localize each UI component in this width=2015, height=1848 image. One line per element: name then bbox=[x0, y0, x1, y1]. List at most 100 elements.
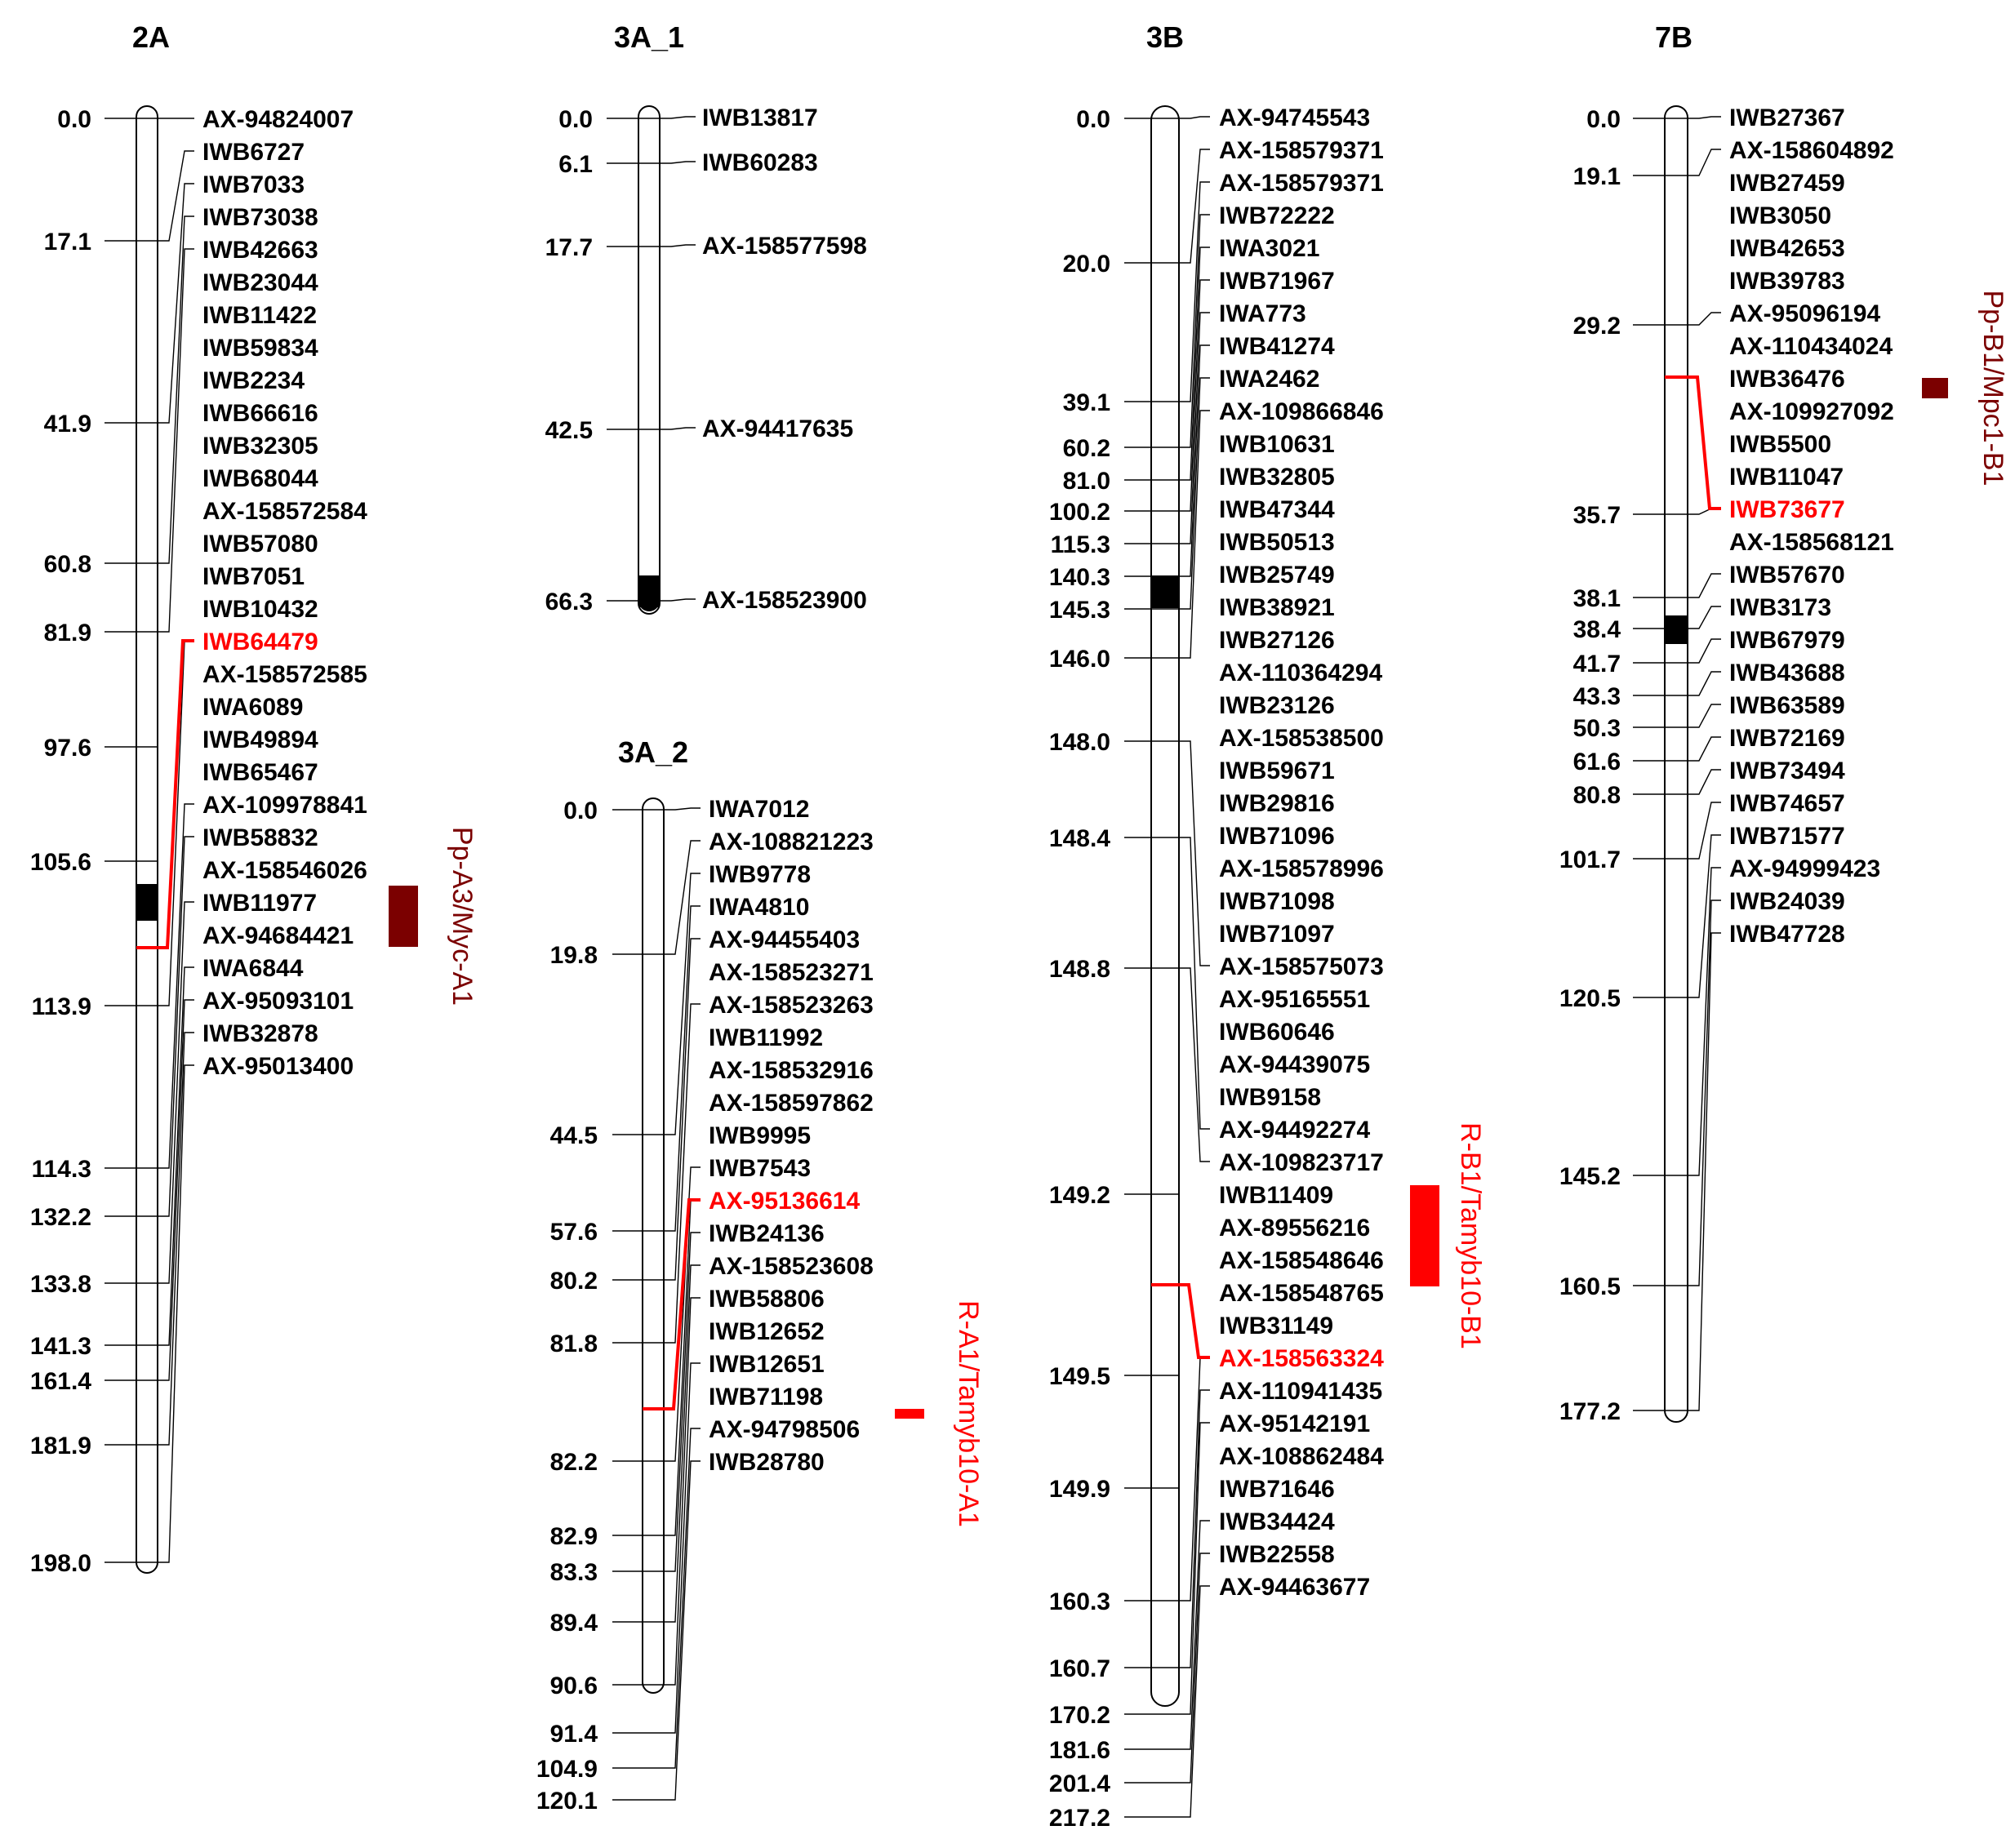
marker-label: AX-158538500 bbox=[1219, 725, 1384, 752]
marker-label: AX-158572584 bbox=[202, 498, 367, 525]
marker-label: AX-108821223 bbox=[709, 828, 874, 855]
marker-label: IWB29816 bbox=[1219, 790, 1335, 817]
position-label: 50.3 bbox=[1573, 715, 1621, 742]
marker-connector bbox=[1179, 1585, 1210, 1818]
marker-connector bbox=[660, 116, 696, 119]
position-label: 0.0 bbox=[1586, 106, 1621, 133]
marker-label: IWB71097 bbox=[1219, 921, 1335, 948]
marker-connector bbox=[1179, 247, 1210, 481]
position-label: 146.0 bbox=[1049, 646, 1110, 673]
marker-connector bbox=[1179, 837, 1210, 1130]
marker-label: IWB71098 bbox=[1219, 888, 1335, 915]
marker-connector bbox=[1179, 116, 1210, 119]
marker-label: AX-158578996 bbox=[1219, 855, 1384, 882]
position-label: 17.7 bbox=[545, 234, 593, 261]
centromere-band bbox=[1665, 615, 1688, 644]
marker-label: IWB22558 bbox=[1219, 1541, 1335, 1568]
position-label: 6.1 bbox=[558, 151, 593, 178]
marker-label: IWB13817 bbox=[702, 104, 818, 131]
marker-label: IWB25749 bbox=[1219, 562, 1335, 589]
marker-label: IWB71096 bbox=[1219, 823, 1335, 850]
marker-label: IWB36476 bbox=[1729, 366, 1845, 393]
marker-connector bbox=[660, 161, 696, 164]
marker-label: AX-89556216 bbox=[1219, 1215, 1370, 1242]
position-label: 41.7 bbox=[1573, 651, 1621, 677]
marker-label: AX-158548646 bbox=[1219, 1247, 1384, 1274]
qtl-bar bbox=[1922, 378, 1948, 398]
marker-label: AX-94684421 bbox=[202, 922, 354, 949]
marker-label: AX-158577598 bbox=[702, 233, 867, 260]
marker-connector bbox=[660, 598, 696, 602]
chromosome-bar bbox=[1664, 105, 1688, 1423]
position-label: 149.5 bbox=[1049, 1363, 1110, 1390]
marker-label: IWB65467 bbox=[202, 759, 318, 786]
marker-label: AX-95096194 bbox=[1729, 300, 1880, 327]
position-label: 198.0 bbox=[30, 1550, 91, 1577]
marker-connector bbox=[1179, 279, 1210, 512]
marker-label: AX-109823717 bbox=[1219, 1149, 1384, 1176]
marker-label: IWB42653 bbox=[1729, 235, 1845, 262]
qtl-label: R-B1/Tamyb10-B1 bbox=[1455, 1122, 1486, 1349]
marker-label: AX-110364294 bbox=[1219, 660, 1382, 686]
marker-label: IWB32805 bbox=[1219, 464, 1335, 491]
position-label: 149.2 bbox=[1049, 1182, 1110, 1209]
marker-label: IWB66616 bbox=[202, 400, 318, 427]
marker-connector bbox=[1688, 671, 1721, 696]
position-label: 113.9 bbox=[32, 993, 91, 1020]
chromosome-bar bbox=[638, 105, 661, 615]
marker-label: AX-94439075 bbox=[1219, 1051, 1370, 1078]
marker-label: IWB27126 bbox=[1219, 627, 1335, 654]
marker-label: IWB74657 bbox=[1729, 790, 1845, 817]
position-label: 60.2 bbox=[1063, 435, 1110, 462]
chromosome-bar bbox=[136, 105, 158, 1574]
position-label: 42.5 bbox=[545, 417, 593, 444]
marker-label: IWB68044 bbox=[202, 465, 318, 492]
chromosome-title: 3A_1 bbox=[614, 20, 684, 54]
marker-connector bbox=[1179, 214, 1210, 448]
position-label: 0.0 bbox=[558, 106, 593, 133]
position-label: 97.6 bbox=[44, 735, 91, 762]
marker-label: IWB39783 bbox=[1729, 268, 1845, 295]
marker-label: IWB11977 bbox=[202, 890, 317, 917]
position-label: 145.2 bbox=[1559, 1163, 1621, 1190]
marker-label: IWB59671 bbox=[1219, 757, 1335, 784]
marker-label: IWB3173 bbox=[1729, 594, 1831, 621]
marker-connector bbox=[664, 1199, 701, 1536]
marker-connector bbox=[1179, 344, 1210, 577]
marker-connector bbox=[158, 901, 194, 1284]
position-label: 149.9 bbox=[1049, 1476, 1110, 1503]
marker-label: AX-109927092 bbox=[1729, 398, 1894, 425]
position-label: 61.6 bbox=[1573, 749, 1621, 775]
marker-connector bbox=[664, 905, 701, 1232]
marker-label: AX-158548765 bbox=[1219, 1280, 1384, 1307]
marker-label: AX-158546026 bbox=[202, 857, 367, 884]
marker-label: AX-158523900 bbox=[702, 587, 867, 614]
marker-connector bbox=[1688, 834, 1721, 998]
position-label: 114.3 bbox=[32, 1156, 91, 1183]
marker-connector bbox=[660, 244, 696, 247]
marker-label: IWB10432 bbox=[202, 596, 318, 623]
marker-connector bbox=[1688, 573, 1721, 598]
marker-label: AX-158532916 bbox=[709, 1057, 874, 1084]
marker-label: IWB58832 bbox=[202, 824, 318, 851]
marker-connector bbox=[158, 999, 194, 1381]
centromere-band bbox=[136, 884, 158, 921]
highlighted-marker-label: AX-158563324 bbox=[1219, 1345, 1384, 1372]
marker-label: IWB49894 bbox=[202, 726, 318, 753]
position-label: 82.2 bbox=[550, 1449, 598, 1476]
marker-label: IWB12651 bbox=[709, 1351, 825, 1378]
marker-connector bbox=[664, 1460, 701, 1801]
marker-label: IWB7543 bbox=[709, 1155, 811, 1182]
marker-label: AX-158579371 bbox=[1219, 170, 1384, 197]
marker-label: IWB12652 bbox=[709, 1318, 825, 1345]
marker-connector bbox=[158, 215, 194, 564]
marker-label: IWB71198 bbox=[709, 1384, 823, 1410]
marker-connector bbox=[664, 1297, 701, 1686]
position-label: 141.3 bbox=[30, 1333, 91, 1360]
marker-label: AX-109978841 bbox=[202, 792, 367, 819]
marker-label: AX-94492274 bbox=[1219, 1117, 1370, 1144]
marker-label: IWB2234 bbox=[202, 367, 305, 394]
marker-label: AX-95093101 bbox=[202, 988, 354, 1015]
marker-label: IWA7012 bbox=[709, 796, 809, 823]
marker-label: IWB7051 bbox=[202, 563, 305, 590]
